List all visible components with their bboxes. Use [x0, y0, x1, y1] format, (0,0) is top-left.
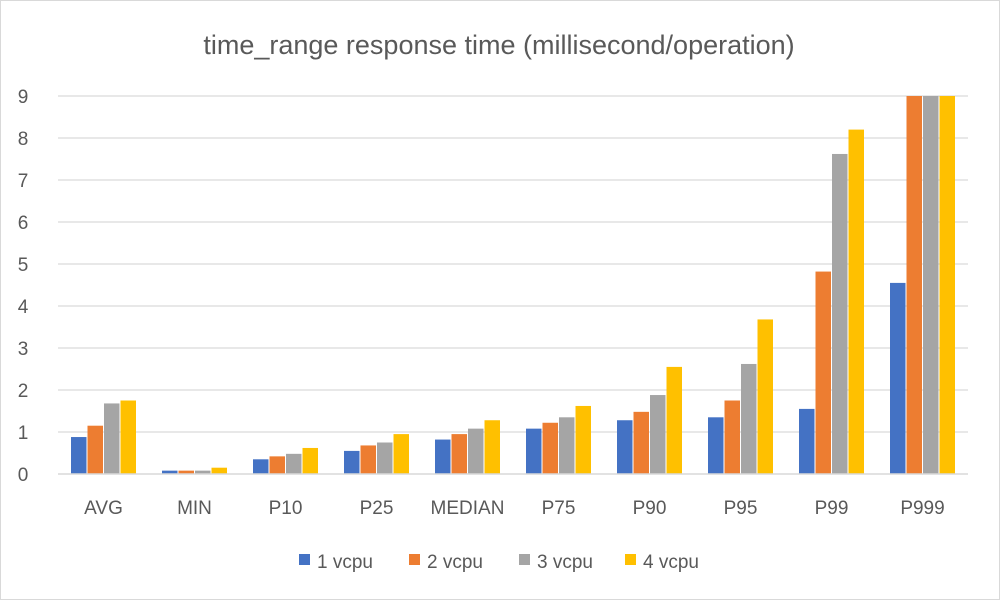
- bar-p95-4-vcpu: [757, 319, 773, 474]
- x-tick-label: P999: [900, 498, 944, 519]
- bar-p99-2-vcpu: [815, 271, 831, 474]
- bar-median-3-vcpu: [468, 428, 484, 474]
- y-tick-label: 3: [18, 339, 29, 360]
- legend-label: 3 vcpu: [537, 552, 593, 573]
- bar-min-3-vcpu: [195, 470, 211, 474]
- bar-p999-4-vcpu: [939, 96, 955, 474]
- bar-avg-4-vcpu: [120, 400, 136, 474]
- bar-median-1-vcpu: [435, 439, 451, 474]
- bar-p999-1-vcpu: [890, 282, 906, 474]
- bar-p75-4-vcpu: [575, 405, 591, 474]
- bar-p999-3-vcpu: [923, 96, 939, 474]
- bar-p95-1-vcpu: [708, 417, 724, 474]
- x-tick-label: P95: [724, 498, 758, 519]
- y-tick-label: 5: [18, 255, 29, 276]
- bar-avg-3-vcpu: [104, 403, 120, 474]
- bar-p75-2-vcpu: [542, 422, 558, 474]
- bar-p999-2-vcpu: [906, 96, 922, 474]
- bar-p10-1-vcpu: [253, 459, 269, 474]
- y-tick-label: 7: [18, 171, 29, 192]
- legend-swatch: [625, 554, 636, 565]
- bar-p99-4-vcpu: [848, 129, 864, 474]
- x-tick-label: MEDIAN: [431, 498, 505, 519]
- bar-p10-3-vcpu: [286, 453, 302, 474]
- bar-p90-4-vcpu: [666, 366, 682, 474]
- x-tick-label: P10: [269, 498, 303, 519]
- y-tick-label: 9: [18, 87, 29, 108]
- bar-p99-1-vcpu: [799, 408, 815, 474]
- legend-label: 2 vcpu: [427, 552, 483, 573]
- bar-avg-1-vcpu: [71, 437, 87, 474]
- legend-label: 1 vcpu: [317, 552, 373, 573]
- legend-swatch: [299, 554, 310, 565]
- bar-median-2-vcpu: [451, 434, 467, 474]
- y-tick-label: 6: [18, 213, 29, 234]
- bar-min-1-vcpu: [162, 470, 178, 474]
- x-tick-label: P90: [633, 498, 667, 519]
- bar-p75-1-vcpu: [526, 428, 542, 474]
- y-axis-ticks: 0 1 2 3 4 5 6 7 8 9: [18, 87, 29, 486]
- bar-p25-4-vcpu: [393, 434, 409, 474]
- x-tick-label: AVG: [84, 498, 123, 519]
- bar-p75-3-vcpu: [559, 417, 575, 474]
- legend-swatch: [409, 554, 420, 565]
- bars: [71, 96, 955, 474]
- bar-p25-3-vcpu: [377, 442, 393, 474]
- bar-p95-2-vcpu: [724, 400, 740, 474]
- legend-label: 4 vcpu: [643, 552, 699, 573]
- bar-p25-2-vcpu: [360, 445, 376, 474]
- y-tick-label: 4: [18, 297, 29, 318]
- bar-p10-2-vcpu: [269, 456, 285, 474]
- chart-title: time_range response time (millisecond/op…: [203, 30, 794, 60]
- x-tick-label: P25: [360, 498, 394, 519]
- bar-p10-4-vcpu: [302, 447, 318, 474]
- bar-p90-2-vcpu: [633, 411, 649, 474]
- x-axis-ticks: AVG MIN P10 P25 MEDIAN P75 P90 P95 P99 P999: [84, 498, 945, 519]
- bar-p90-3-vcpu: [650, 395, 666, 474]
- legend: 1 vcpu 2 vcpu 3 vcpu 4 vcpu: [299, 552, 699, 573]
- bar-median-4-vcpu: [484, 420, 500, 474]
- x-tick-label: P75: [542, 498, 576, 519]
- x-tick-label: MIN: [177, 498, 212, 519]
- bar-min-4-vcpu: [211, 467, 227, 474]
- bar-p25-1-vcpu: [344, 450, 360, 474]
- y-tick-label: 8: [18, 129, 29, 150]
- bar-p95-3-vcpu: [741, 363, 757, 474]
- gridlines: [58, 95, 968, 433]
- bar-p90-1-vcpu: [617, 420, 633, 474]
- bar-p99-3-vcpu: [832, 153, 848, 474]
- y-tick-label: 0: [18, 465, 29, 486]
- bar-avg-2-vcpu: [87, 425, 103, 474]
- bar-min-2-vcpu: [178, 470, 194, 474]
- y-tick-label: 2: [18, 381, 29, 402]
- x-tick-label: P99: [815, 498, 849, 519]
- legend-swatch: [519, 554, 530, 565]
- y-tick-label: 1: [18, 423, 29, 444]
